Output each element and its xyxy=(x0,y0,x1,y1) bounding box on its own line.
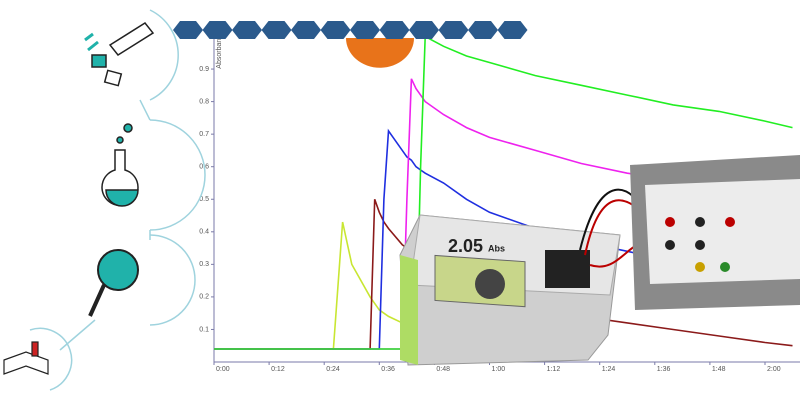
cuvette-holder xyxy=(545,250,590,288)
x-tick-label: 1:48 xyxy=(712,366,726,373)
hexagon xyxy=(379,21,410,39)
x-tick-label: 0:48 xyxy=(436,366,450,373)
y-tick-label: 0.4 xyxy=(199,229,209,236)
book xyxy=(3,351,49,375)
bubble xyxy=(116,136,124,144)
socket xyxy=(695,217,705,227)
handle xyxy=(88,284,106,317)
socket xyxy=(665,217,675,227)
hexagon xyxy=(232,21,262,39)
dial xyxy=(475,269,505,299)
socket xyxy=(695,262,705,272)
hexagon xyxy=(173,21,203,39)
socket xyxy=(695,240,705,250)
interface-box xyxy=(630,155,800,310)
liquid xyxy=(105,189,139,207)
x-tick-label: 0:12 xyxy=(271,366,285,373)
y-axis-title: Absorbance xyxy=(216,31,223,68)
y-tick-label: 0.8 xyxy=(199,98,209,105)
device-side xyxy=(400,255,418,365)
icon-flask xyxy=(101,123,139,207)
reading: 2.05 xyxy=(448,236,483,256)
icon-book xyxy=(3,341,49,375)
connector xyxy=(139,99,151,121)
pen xyxy=(108,22,155,56)
x-tick-label: 1:12 xyxy=(547,366,561,373)
marker xyxy=(346,38,414,68)
hexagon xyxy=(202,21,233,39)
y-tick-label: 0.2 xyxy=(199,294,209,301)
icon-ring xyxy=(149,234,196,326)
paper xyxy=(91,54,107,68)
y-tick-label: 0.3 xyxy=(199,261,209,268)
progress-bar xyxy=(173,21,528,68)
hexagon xyxy=(497,21,528,39)
hexagon xyxy=(261,21,292,39)
socket xyxy=(720,262,730,272)
hexagon xyxy=(468,21,498,39)
y-tick-label: 0.7 xyxy=(199,131,209,138)
lens xyxy=(97,249,139,291)
x-tick-label: 2:00 xyxy=(767,366,781,373)
hexagon xyxy=(291,21,321,39)
hexagon xyxy=(438,21,469,39)
socket xyxy=(665,240,675,250)
y-tick-label: 0.5 xyxy=(199,196,209,203)
info xyxy=(31,341,39,357)
icon-ring xyxy=(149,9,179,101)
connector xyxy=(59,319,96,351)
colorimeter: 2.05 Abs xyxy=(399,188,651,366)
hexagon xyxy=(409,21,439,39)
bubble xyxy=(123,123,133,133)
reading-unit: Abs xyxy=(488,243,505,253)
x-tick-label: 1:24 xyxy=(602,366,616,373)
pen-mark xyxy=(84,32,99,52)
panel xyxy=(645,179,800,284)
x-tick-label: 0:24 xyxy=(326,366,340,373)
icon-rail xyxy=(29,9,206,391)
hexagon xyxy=(350,21,380,39)
hexagon xyxy=(320,21,351,39)
y-tick-label: 0.9 xyxy=(199,66,209,73)
icon-paper xyxy=(84,22,155,87)
icon-ring xyxy=(29,327,73,391)
icon-ring xyxy=(149,119,206,231)
x-tick-label: 0:00 xyxy=(216,366,230,373)
x-tick-label: 0:36 xyxy=(381,366,395,373)
icon-magnifier xyxy=(88,249,139,317)
paper xyxy=(103,69,123,87)
x-tick-label: 1:00 xyxy=(492,366,506,373)
x-tick-label: 1:36 xyxy=(657,366,671,373)
socket xyxy=(725,217,735,227)
y-tick-label: 0.1 xyxy=(199,326,209,333)
